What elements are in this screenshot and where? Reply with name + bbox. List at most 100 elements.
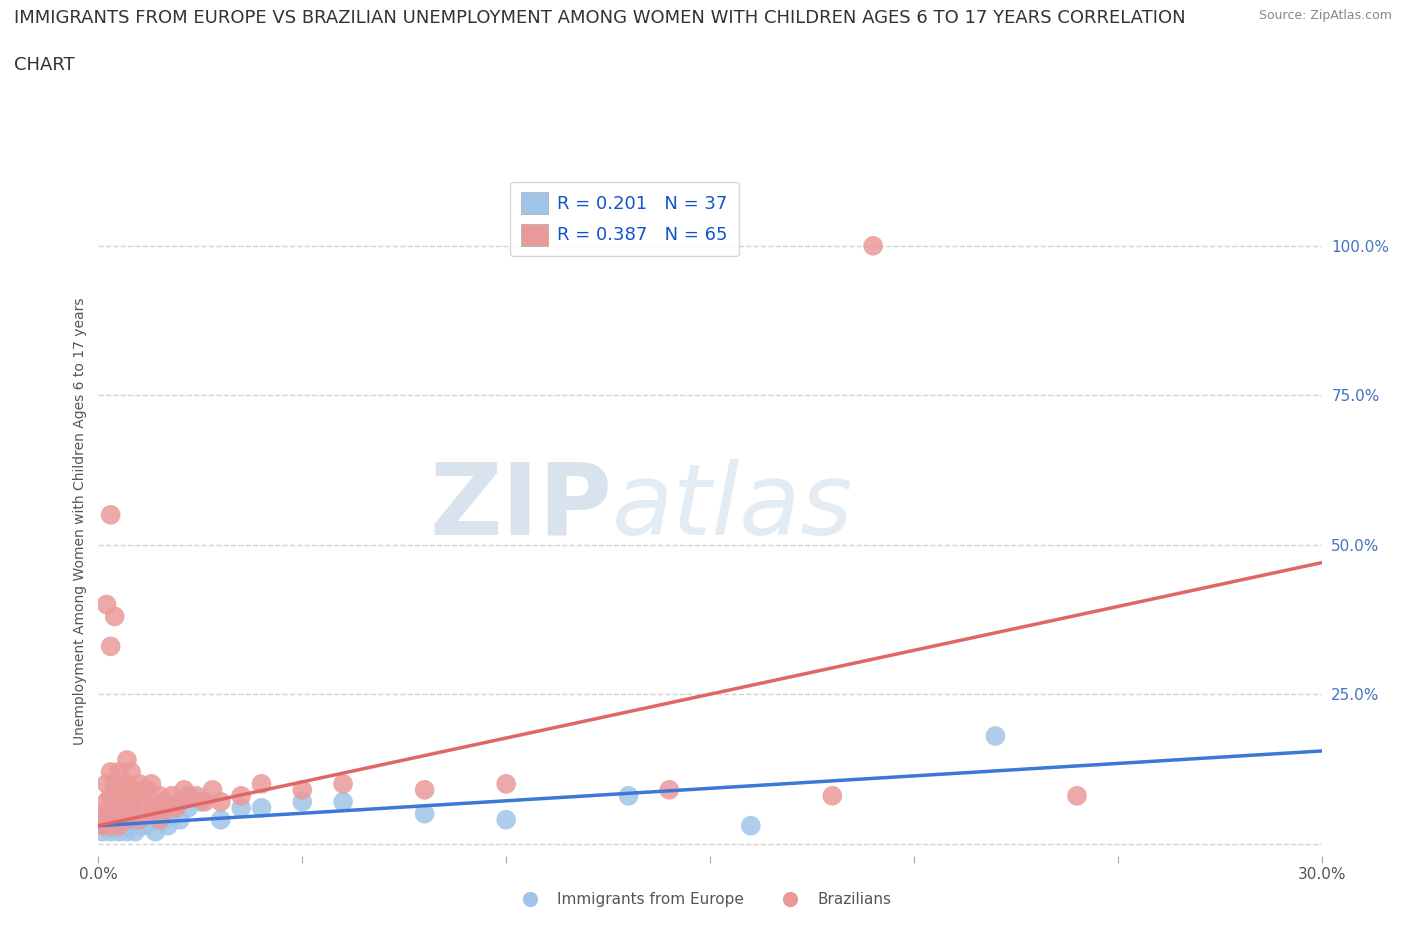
Point (104, 609, 127, 624)
Y-axis label: Unemployment Among Women with Children Ages 6 to 17 years: Unemployment Among Women with Children A… (73, 297, 87, 745)
Point (145, 824, 167, 839)
Point (413, 782, 436, 797)
Point (152, 812, 174, 827)
Point (104, 818, 127, 833)
Point (96, 806, 118, 821)
Point (100, 789, 122, 804)
Point (156, 818, 179, 833)
Point (111, 812, 134, 827)
Point (332, 777, 354, 791)
Point (100, 818, 122, 833)
Point (141, 777, 163, 791)
Point (413, 806, 436, 821)
Point (193, 794, 215, 809)
Point (104, 812, 127, 827)
Point (115, 812, 138, 827)
Point (177, 801, 200, 816)
Point (332, 794, 354, 809)
Point (250, 801, 273, 816)
Point (136, 806, 159, 821)
Point (108, 764, 131, 779)
Point (160, 789, 183, 804)
Point (115, 824, 138, 839)
Point (658, 782, 681, 797)
Point (149, 806, 172, 821)
Point (108, 782, 131, 797)
Point (96, 597, 118, 612)
Point (96, 777, 118, 791)
Point (120, 764, 142, 779)
Point (169, 794, 191, 809)
Point (231, 789, 253, 804)
Point (186, 789, 208, 804)
Point (173, 782, 195, 797)
Point (96, 818, 118, 833)
Point (108, 824, 131, 839)
Point (169, 812, 191, 827)
Point (141, 812, 163, 827)
Point (128, 777, 150, 791)
Point (108, 806, 131, 821)
Point (100, 639, 122, 654)
Point (115, 794, 138, 809)
Text: atlas: atlas (612, 458, 853, 556)
Point (132, 806, 155, 821)
Point (115, 777, 138, 791)
Text: ZIP: ZIP (429, 458, 612, 556)
Point (1066, 789, 1088, 804)
Point (821, 789, 844, 804)
Point (100, 801, 122, 816)
Point (91, 806, 114, 821)
Point (984, 728, 1007, 743)
Text: CHART: CHART (14, 56, 75, 73)
Point (188, 794, 212, 809)
Legend: R = 0.201   N = 37, R = 0.387   N = 65: R = 0.201 N = 37, R = 0.387 N = 65 (510, 181, 738, 257)
Point (120, 818, 142, 833)
Point (495, 777, 517, 791)
Point (209, 812, 232, 827)
Point (209, 794, 232, 809)
Point (201, 782, 224, 797)
Legend: Immigrants from Europe, Brazilians: Immigrants from Europe, Brazilians (509, 886, 897, 913)
Point (111, 818, 134, 833)
Point (132, 782, 155, 797)
Point (132, 806, 155, 821)
Point (149, 789, 172, 804)
Point (100, 764, 122, 779)
Point (104, 794, 127, 809)
Point (291, 782, 314, 797)
Point (111, 777, 134, 791)
Point (111, 794, 134, 809)
Point (231, 801, 253, 816)
Point (100, 824, 122, 839)
Point (100, 508, 122, 523)
Point (617, 789, 640, 804)
Point (115, 752, 138, 767)
Point (115, 812, 138, 827)
Text: Source: ZipAtlas.com: Source: ZipAtlas.com (1258, 9, 1392, 22)
Point (91, 818, 114, 833)
Point (250, 777, 273, 791)
Point (165, 801, 187, 816)
Point (177, 789, 200, 804)
Point (104, 777, 127, 791)
Point (136, 818, 159, 833)
Point (128, 812, 150, 827)
Point (136, 782, 159, 797)
Point (124, 824, 146, 839)
Point (120, 789, 142, 804)
Text: IMMIGRANTS FROM EUROPE VS BRAZILIAN UNEMPLOYMENT AMONG WOMEN WITH CHILDREN AGES : IMMIGRANTS FROM EUROPE VS BRAZILIAN UNEM… (14, 9, 1185, 27)
Point (862, 238, 884, 253)
Point (120, 806, 142, 821)
Point (96, 812, 118, 827)
Point (108, 818, 131, 833)
Point (495, 812, 517, 827)
Point (100, 812, 122, 827)
Point (740, 818, 762, 833)
Point (128, 812, 150, 827)
Point (152, 794, 174, 809)
Point (156, 801, 179, 816)
Point (91, 824, 114, 839)
Point (96, 794, 118, 809)
Point (291, 794, 314, 809)
